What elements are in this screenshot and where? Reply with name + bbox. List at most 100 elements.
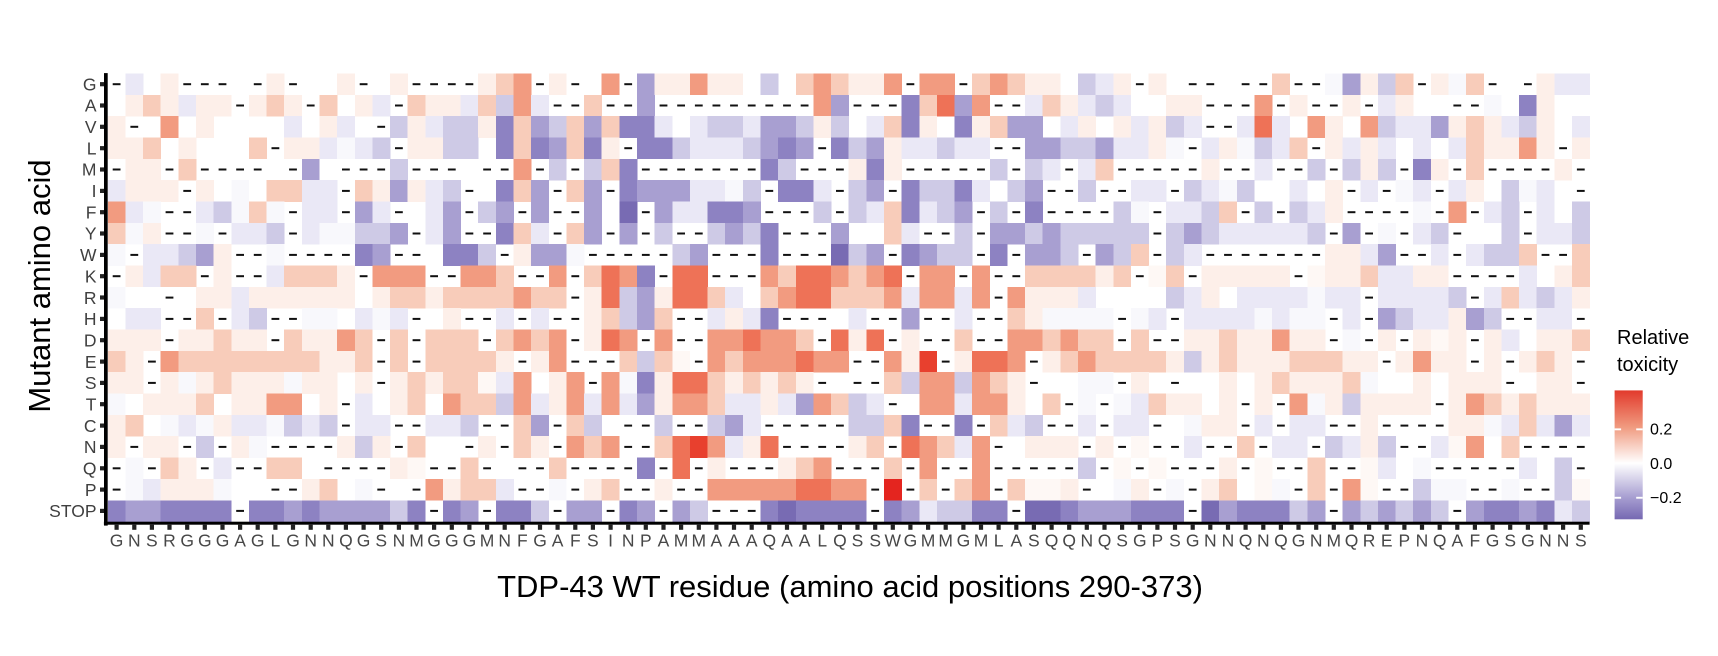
svg-text:N: N bbox=[498, 531, 511, 551]
svg-text:A: A bbox=[1010, 531, 1022, 551]
svg-text:H: H bbox=[84, 309, 97, 329]
svg-text:N: N bbox=[1257, 531, 1270, 551]
svg-text:G: G bbox=[427, 531, 441, 551]
svg-text:N: N bbox=[1557, 531, 1570, 551]
svg-text:S: S bbox=[1575, 531, 1587, 551]
svg-text:A: A bbox=[799, 531, 811, 551]
svg-text:P: P bbox=[1152, 531, 1164, 551]
svg-text:M: M bbox=[82, 160, 97, 180]
svg-text:R: R bbox=[84, 288, 97, 308]
svg-text:M: M bbox=[1327, 531, 1342, 551]
svg-text:G: G bbox=[357, 531, 371, 551]
svg-text:N: N bbox=[322, 531, 335, 551]
svg-text:S: S bbox=[1116, 531, 1128, 551]
svg-text:A: A bbox=[658, 531, 670, 551]
svg-text:W: W bbox=[885, 531, 902, 551]
svg-text:M: M bbox=[921, 531, 936, 551]
svg-text:N: N bbox=[393, 531, 406, 551]
svg-text:G: G bbox=[1521, 531, 1535, 551]
svg-text:F: F bbox=[86, 202, 97, 222]
svg-text:N: N bbox=[1416, 531, 1429, 551]
svg-text:N: N bbox=[1204, 531, 1217, 551]
svg-text:Q: Q bbox=[1045, 531, 1059, 551]
svg-text:G: G bbox=[533, 531, 547, 551]
svg-text:G: G bbox=[110, 531, 124, 551]
svg-text:P: P bbox=[85, 480, 97, 500]
svg-text:N: N bbox=[304, 531, 317, 551]
svg-text:F: F bbox=[1470, 531, 1481, 551]
svg-text:Y: Y bbox=[85, 224, 97, 244]
svg-text:I: I bbox=[92, 181, 97, 201]
svg-text:G: G bbox=[286, 531, 300, 551]
svg-text:G: G bbox=[463, 531, 477, 551]
svg-text:STOP: STOP bbox=[49, 501, 96, 521]
svg-text:M: M bbox=[480, 531, 495, 551]
svg-text:W: W bbox=[80, 245, 97, 265]
svg-text:0.0: 0.0 bbox=[1650, 456, 1672, 473]
svg-text:R: R bbox=[1363, 531, 1376, 551]
svg-text:I: I bbox=[608, 531, 613, 551]
svg-text:G: G bbox=[1486, 531, 1500, 551]
svg-text:G: G bbox=[1292, 531, 1306, 551]
svg-text:G: G bbox=[180, 531, 194, 551]
svg-text:M: M bbox=[692, 531, 707, 551]
svg-text:M: M bbox=[974, 531, 989, 551]
svg-text:E: E bbox=[85, 352, 97, 372]
svg-text:N: N bbox=[84, 437, 97, 457]
svg-text:Q: Q bbox=[1433, 531, 1447, 551]
svg-text:F: F bbox=[517, 531, 528, 551]
svg-text:Q: Q bbox=[1274, 531, 1288, 551]
svg-text:A: A bbox=[234, 531, 246, 551]
svg-text:S: S bbox=[85, 373, 97, 393]
svg-text:F: F bbox=[570, 531, 581, 551]
svg-text:M: M bbox=[938, 531, 953, 551]
svg-text:N: N bbox=[1310, 531, 1323, 551]
svg-text:G: G bbox=[1133, 531, 1147, 551]
svg-text:L: L bbox=[271, 531, 281, 551]
svg-text:P: P bbox=[640, 531, 652, 551]
svg-text:S: S bbox=[1169, 531, 1181, 551]
svg-text:A: A bbox=[746, 531, 758, 551]
svg-text:L: L bbox=[87, 138, 97, 158]
svg-text:L: L bbox=[994, 531, 1004, 551]
svg-text:Q: Q bbox=[1345, 531, 1359, 551]
svg-text:N: N bbox=[1539, 531, 1552, 551]
svg-text:Mutant amino acid: Mutant amino acid bbox=[22, 159, 57, 412]
svg-text:G: G bbox=[198, 531, 212, 551]
svg-text:A: A bbox=[552, 531, 564, 551]
svg-text:R: R bbox=[163, 531, 176, 551]
svg-text:G: G bbox=[445, 531, 459, 551]
svg-text:Q: Q bbox=[833, 531, 847, 551]
svg-text:A: A bbox=[781, 531, 793, 551]
svg-text:L: L bbox=[817, 531, 827, 551]
svg-text:N: N bbox=[1080, 531, 1093, 551]
svg-text:T: T bbox=[86, 394, 97, 414]
svg-text:V: V bbox=[85, 117, 97, 137]
svg-text:A: A bbox=[711, 531, 723, 551]
svg-text:Q: Q bbox=[83, 459, 97, 479]
svg-text:A: A bbox=[1451, 531, 1463, 551]
svg-text:Q: Q bbox=[1098, 531, 1112, 551]
svg-text:S: S bbox=[146, 531, 158, 551]
svg-text:C: C bbox=[84, 416, 97, 436]
svg-text:G: G bbox=[216, 531, 230, 551]
svg-text:G: G bbox=[957, 531, 971, 551]
svg-text:N: N bbox=[128, 531, 141, 551]
svg-text:S: S bbox=[1504, 531, 1516, 551]
svg-text:N: N bbox=[622, 531, 635, 551]
svg-text:E: E bbox=[1381, 531, 1393, 551]
svg-text:N: N bbox=[1222, 531, 1235, 551]
svg-text:G: G bbox=[83, 74, 97, 94]
svg-text:A: A bbox=[85, 96, 97, 116]
svg-text:Q: Q bbox=[339, 531, 353, 551]
svg-text:0.2: 0.2 bbox=[1650, 422, 1672, 439]
svg-text:G: G bbox=[251, 531, 265, 551]
svg-text:−0.2: −0.2 bbox=[1650, 490, 1682, 507]
svg-text:TDP-43 WT residue (amino acid: TDP-43 WT residue (amino acid positions … bbox=[497, 569, 1203, 604]
svg-text:S: S bbox=[869, 531, 881, 551]
svg-text:M: M bbox=[409, 531, 424, 551]
svg-text:Q: Q bbox=[762, 531, 776, 551]
svg-text:Q: Q bbox=[1239, 531, 1253, 551]
svg-text:S: S bbox=[375, 531, 387, 551]
svg-text:G: G bbox=[1186, 531, 1200, 551]
